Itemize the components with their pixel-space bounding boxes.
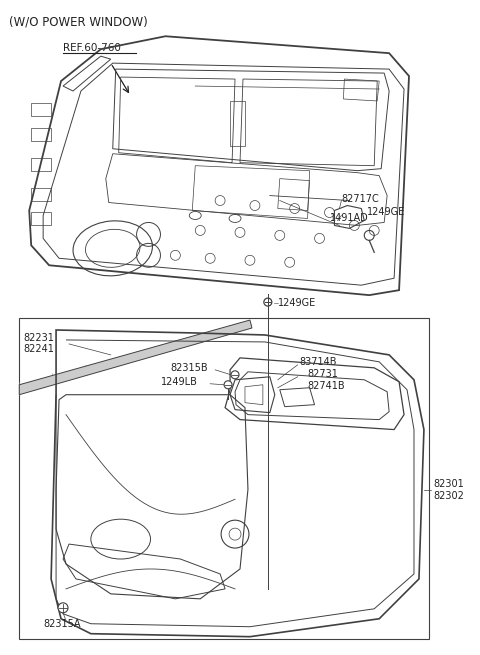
Circle shape xyxy=(58,603,68,613)
Text: 1249GE: 1249GE xyxy=(367,208,406,217)
Text: 82231: 82231 xyxy=(23,333,54,343)
Text: 1249LB: 1249LB xyxy=(160,377,197,386)
Text: 82315A: 82315A xyxy=(43,619,81,629)
Text: 1491AD: 1491AD xyxy=(329,214,368,223)
Text: 1249GE: 1249GE xyxy=(278,298,316,308)
Text: 82241: 82241 xyxy=(23,344,54,354)
Text: 82717C: 82717C xyxy=(341,193,379,204)
Text: 82301: 82301 xyxy=(433,479,464,489)
Text: 83714B: 83714B xyxy=(300,357,337,367)
Circle shape xyxy=(231,371,239,379)
Text: 82315B: 82315B xyxy=(170,363,208,373)
Polygon shape xyxy=(19,320,252,395)
Text: 82302: 82302 xyxy=(433,491,464,501)
Text: 82731: 82731 xyxy=(308,369,338,379)
Text: REF.60-760: REF.60-760 xyxy=(63,43,121,53)
Circle shape xyxy=(264,298,272,306)
Circle shape xyxy=(224,381,232,388)
Text: (W/O POWER WINDOW): (W/O POWER WINDOW) xyxy=(9,15,148,28)
Text: 82741B: 82741B xyxy=(308,381,345,391)
